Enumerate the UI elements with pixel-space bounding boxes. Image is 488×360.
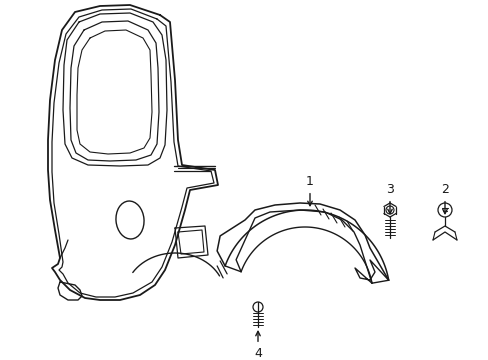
Text: 1: 1 [305,175,313,206]
Text: 4: 4 [254,331,262,360]
Text: 2: 2 [440,183,448,214]
Text: 3: 3 [385,183,393,214]
